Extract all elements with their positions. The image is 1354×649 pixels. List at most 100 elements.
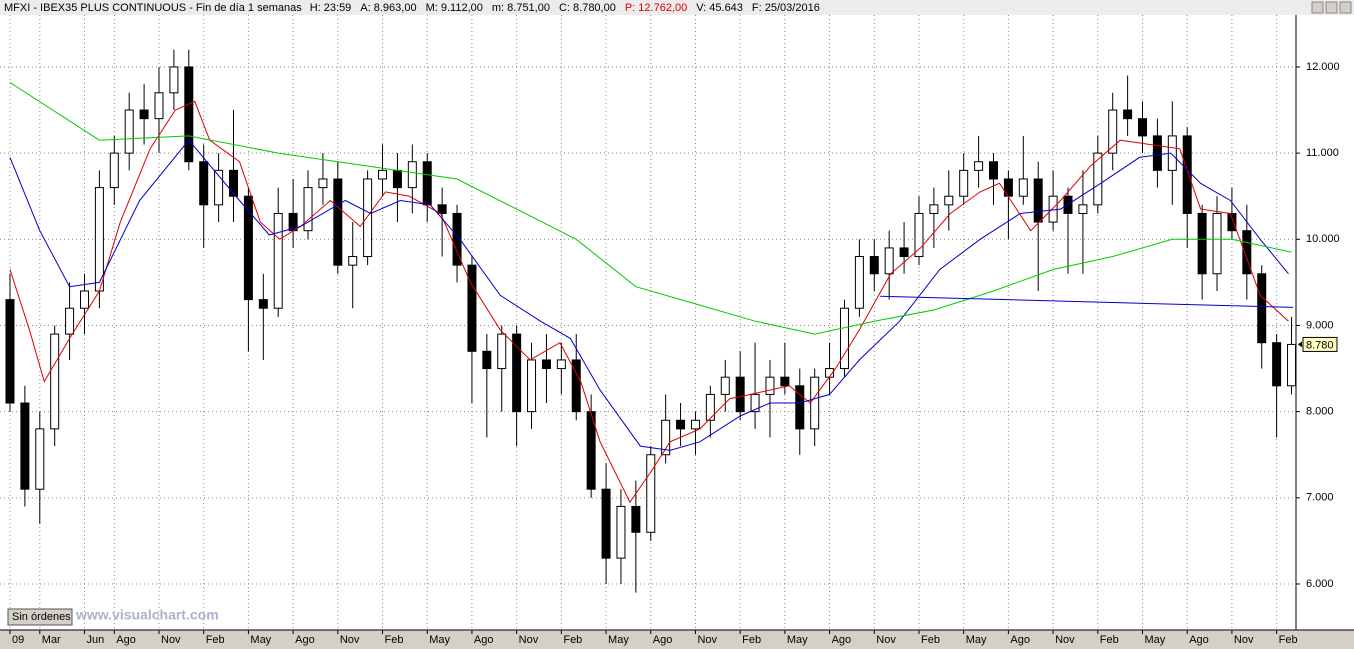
header-field: V: 45.643 bbox=[696, 2, 743, 14]
candle-body bbox=[735, 376, 745, 413]
last-price-box bbox=[1302, 336, 1338, 352]
x-tick-label: Feb bbox=[1100, 634, 1119, 646]
candle-body bbox=[556, 359, 566, 370]
y-tick-label: 12.000 bbox=[1306, 61, 1340, 73]
x-tick-label: Ago bbox=[1189, 634, 1209, 646]
candle-body bbox=[407, 161, 417, 189]
x-tick-label: Ago bbox=[295, 634, 315, 646]
candle-body bbox=[586, 411, 596, 490]
orders-button[interactable] bbox=[7, 608, 73, 626]
chart-title: MFXI - IBEX35 PLUS CONTINUOUS - Fin de d… bbox=[4, 2, 302, 14]
x-tick-label: May bbox=[429, 634, 450, 646]
candle-body bbox=[1242, 230, 1252, 275]
close-button[interactable] bbox=[1339, 1, 1352, 14]
candle-body bbox=[1033, 178, 1043, 223]
candle-body bbox=[944, 195, 954, 206]
candle-body bbox=[527, 359, 537, 413]
candle-body bbox=[65, 307, 75, 335]
candle-body bbox=[94, 187, 104, 292]
x-tick-label: Nov bbox=[1234, 634, 1254, 646]
candle-body bbox=[601, 488, 611, 559]
candle-body bbox=[79, 290, 89, 309]
x-tick-label: Ago bbox=[832, 634, 852, 646]
candle-body bbox=[1003, 178, 1013, 197]
candle-body bbox=[765, 376, 775, 395]
header-field: A: 8.963,00 bbox=[360, 2, 416, 14]
candle-body bbox=[363, 178, 373, 258]
candle-body bbox=[1287, 343, 1297, 387]
candle-body bbox=[750, 393, 760, 413]
orders-button-label: Sin órdenes bbox=[12, 611, 71, 623]
indicator-line bbox=[880, 295, 1294, 308]
maximize-button[interactable] bbox=[1325, 1, 1338, 14]
y-tick-label: 8.000 bbox=[1306, 406, 1334, 418]
x-tick-label: Jun bbox=[86, 634, 104, 646]
x-tick-label: Feb bbox=[742, 634, 761, 646]
candle-body bbox=[273, 212, 283, 309]
x-tick-label: 09 bbox=[12, 634, 24, 646]
candle-body bbox=[437, 204, 447, 214]
header-field: P: 12.762,00 bbox=[625, 2, 687, 14]
candle-body bbox=[392, 169, 402, 189]
y-tick-label: 11.000 bbox=[1306, 147, 1339, 159]
candle-body bbox=[1227, 212, 1237, 232]
candle-body bbox=[20, 402, 30, 490]
candle-body bbox=[5, 299, 15, 404]
candle-body bbox=[378, 169, 388, 180]
candle-body bbox=[467, 264, 477, 352]
candle-body bbox=[810, 376, 820, 430]
last-price-pointer bbox=[1298, 341, 1302, 348]
candle-body bbox=[720, 376, 730, 395]
x-tick-label: Ago bbox=[474, 634, 494, 646]
x-tick-label: May bbox=[787, 634, 808, 646]
candle-body bbox=[839, 307, 849, 370]
candle-body bbox=[914, 212, 924, 258]
x-tick-label: May bbox=[250, 634, 271, 646]
candle-body bbox=[676, 419, 686, 430]
candle-body bbox=[661, 419, 671, 456]
header-bar bbox=[0, 0, 1354, 15]
watermark: www.visualchart.com bbox=[75, 607, 219, 623]
candle-body bbox=[35, 428, 45, 490]
candle-body bbox=[1093, 152, 1103, 206]
x-tick-label: Feb bbox=[563, 634, 582, 646]
candle-body bbox=[333, 178, 343, 266]
candle-body bbox=[50, 333, 60, 430]
indicator-line bbox=[9, 139, 1289, 451]
candle-body bbox=[422, 161, 432, 206]
x-tick-label: Nov bbox=[161, 634, 181, 646]
header-field: C: 8.780,00 bbox=[559, 2, 616, 14]
x-tick-label: Nov bbox=[697, 634, 717, 646]
candle-body bbox=[1197, 212, 1207, 275]
candle-body bbox=[512, 333, 522, 413]
candle-body bbox=[571, 359, 581, 413]
x-tick-label: Nov bbox=[876, 634, 896, 646]
y-tick-label: 6.000 bbox=[1306, 578, 1334, 590]
candle-body bbox=[899, 247, 909, 258]
x-tick-label: Ago bbox=[653, 634, 673, 646]
candle-body bbox=[616, 505, 626, 559]
candle-body bbox=[988, 161, 998, 180]
candle-body bbox=[1018, 178, 1028, 197]
candle-body bbox=[1212, 212, 1222, 275]
minimize-button[interactable] bbox=[1311, 1, 1324, 14]
candle-body bbox=[169, 66, 179, 94]
header-field: m: 8.751,00 bbox=[492, 2, 550, 14]
candle-body bbox=[959, 169, 969, 197]
indicator-line bbox=[9, 82, 1292, 335]
last-price-label: 8.780 bbox=[1306, 339, 1334, 351]
candle-body bbox=[214, 169, 224, 206]
candle-body bbox=[869, 256, 879, 275]
candle-body bbox=[795, 385, 805, 430]
candle-body bbox=[452, 212, 462, 266]
candle-body bbox=[318, 178, 328, 189]
candle-body bbox=[243, 195, 253, 301]
candle-body bbox=[1182, 135, 1192, 214]
y-tick-label: 7.000 bbox=[1306, 492, 1334, 504]
candle-body bbox=[348, 256, 358, 266]
candle-body bbox=[229, 169, 239, 197]
candle-body bbox=[1272, 342, 1282, 387]
x-axis-bar bbox=[0, 630, 1354, 649]
